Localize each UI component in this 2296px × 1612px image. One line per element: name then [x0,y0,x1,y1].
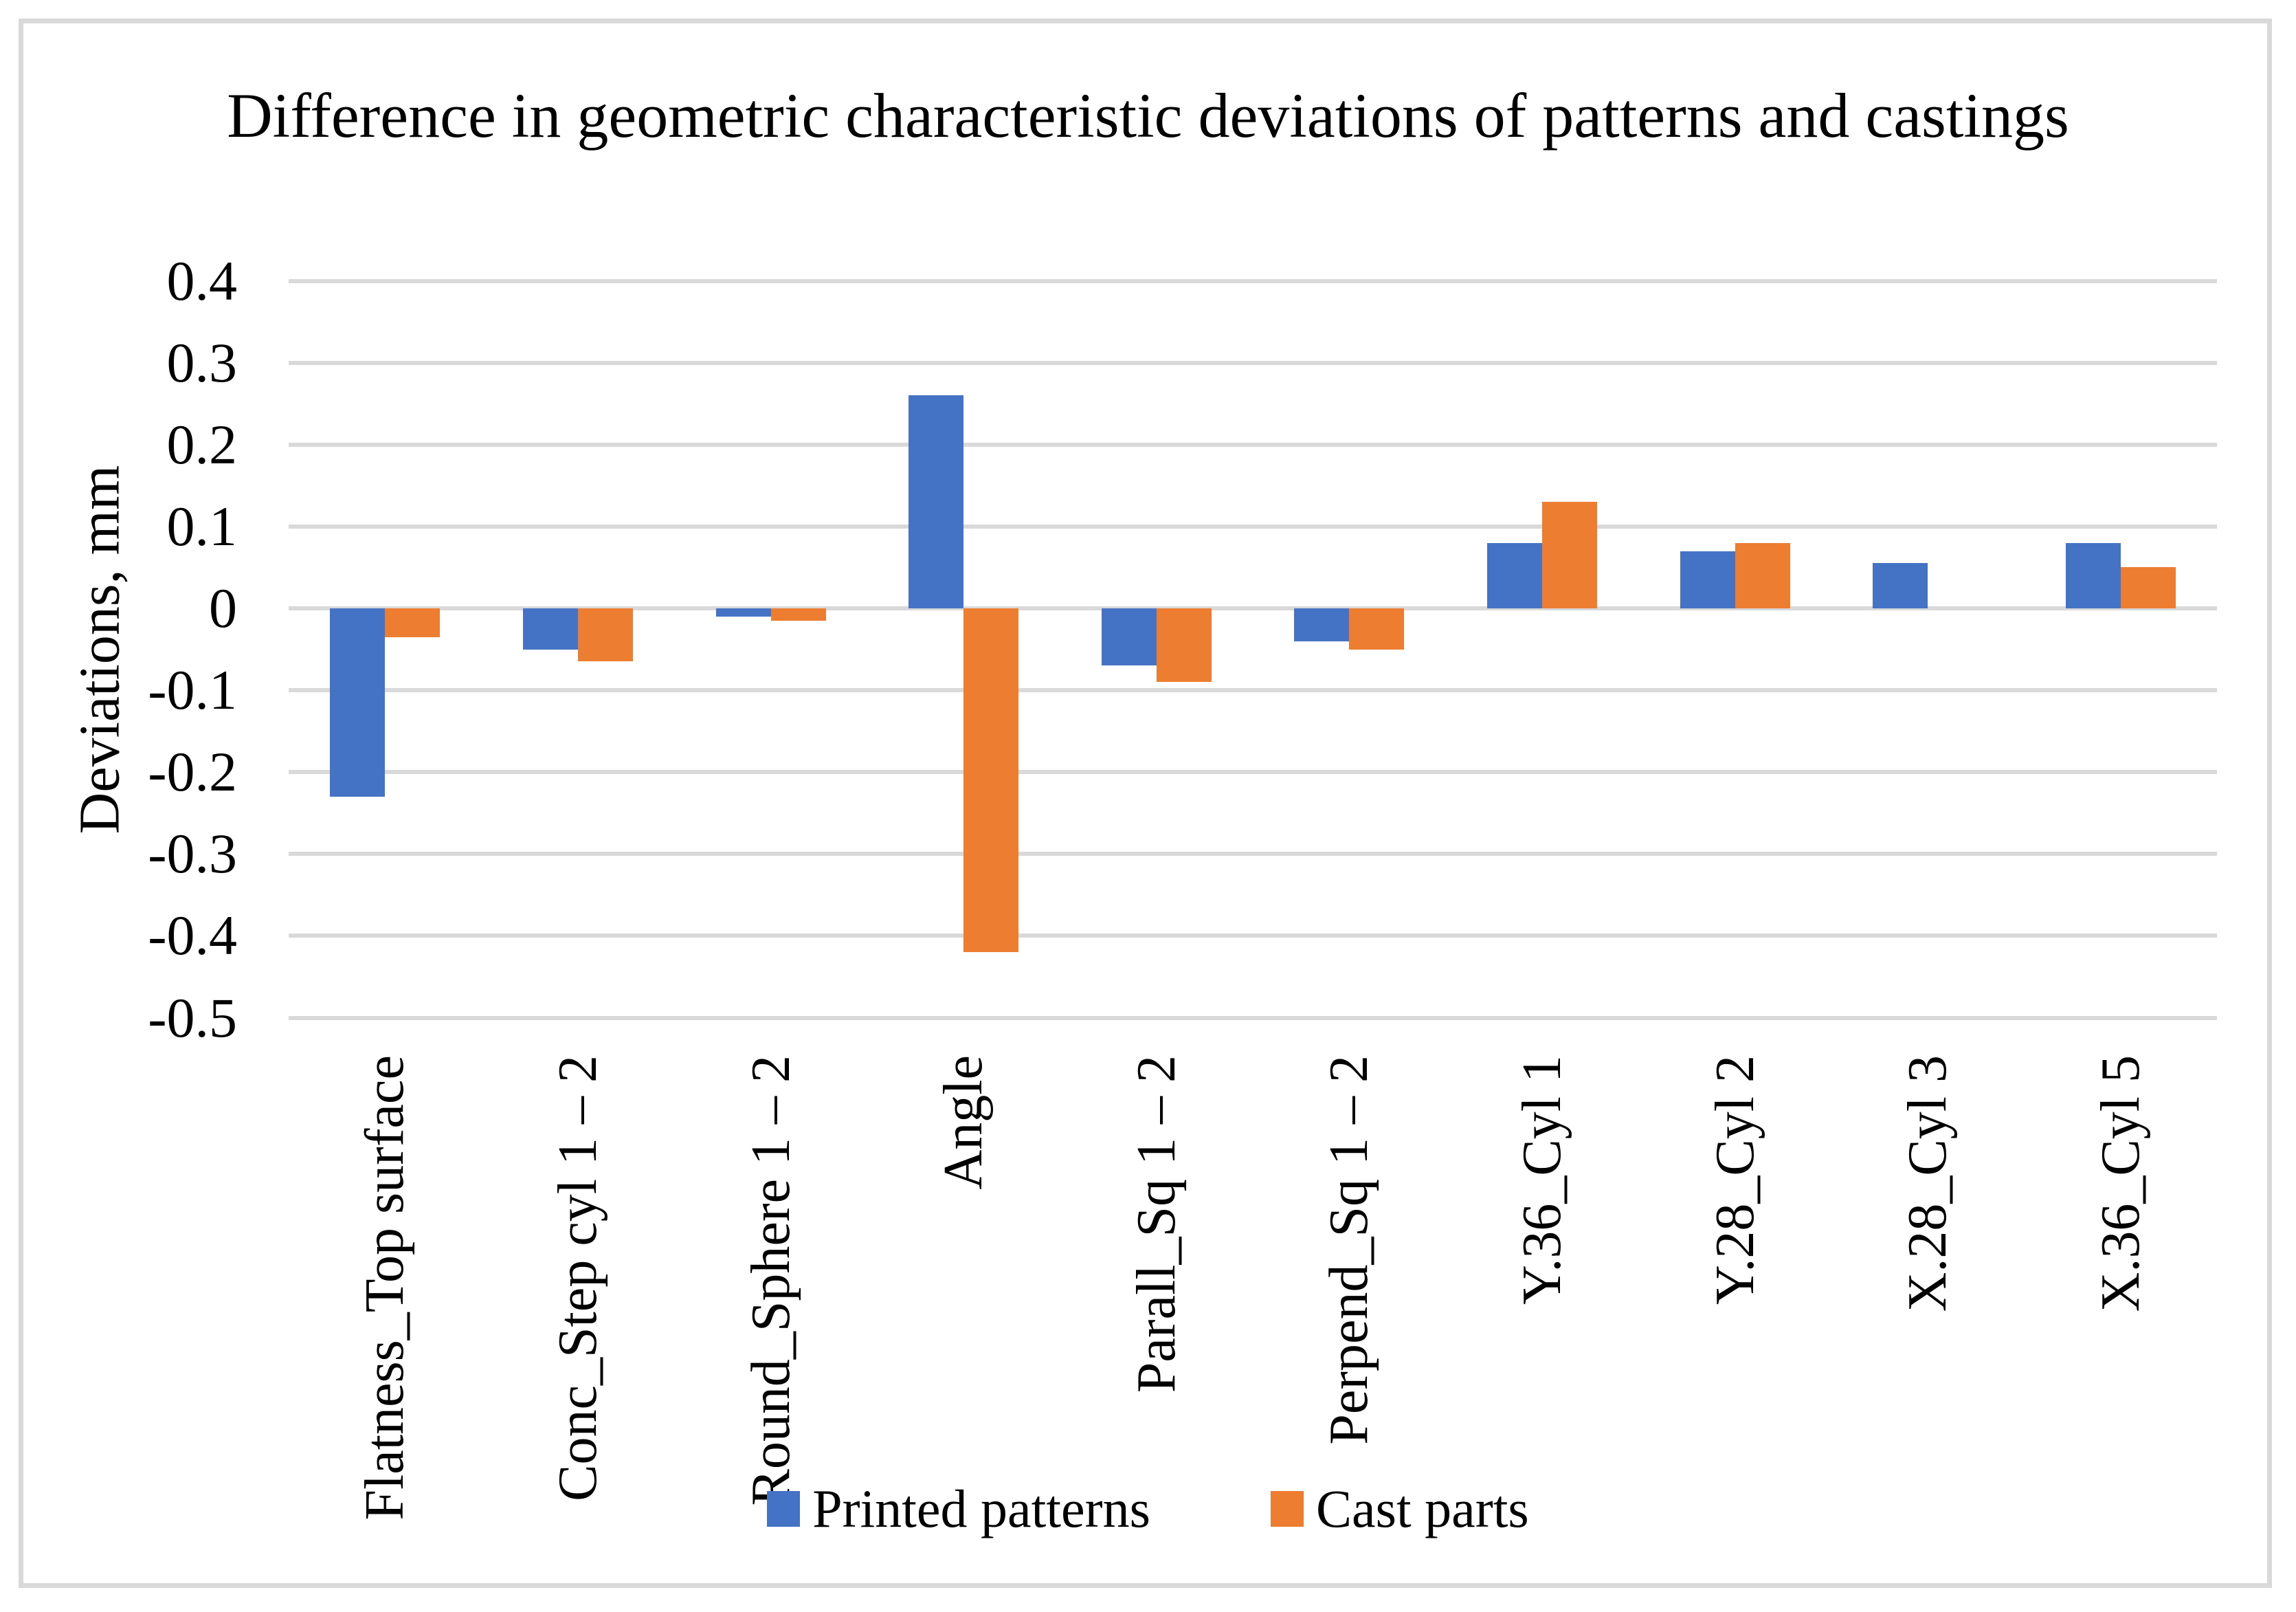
legend-swatch-printed-patterns [767,1491,801,1527]
gridline [289,278,2217,283]
bar-cast-parts [1541,502,1597,608]
bar-printed-patterns [330,608,386,797]
x-axis-label: Round_Sphere 1 – 2 [740,1055,801,1506]
y-tick-label: 0.2 [166,412,238,476]
x-axis-label: Y.28_Cyl 2 [1704,1055,1765,1305]
y-tick-label: -0.4 [148,904,237,967]
x-axis-label: Flatness_Top surface [355,1055,416,1521]
bar-printed-patterns [522,608,578,650]
bar-printed-patterns [715,608,771,617]
legend-label: Cast parts [1315,1479,1529,1538]
bar-cast-parts [1156,608,1212,683]
x-axis-label: X.36_Cyl 5 [2090,1055,2151,1312]
bar-cast-parts [577,608,633,662]
bar-cast-parts [2120,567,2176,608]
bar-printed-patterns [1873,563,1928,608]
y-tick-label: 0.4 [166,249,238,312]
gridline [289,688,2217,693]
gridline [289,524,2217,529]
gridline [289,442,2217,447]
x-axis-label: Angle [933,1055,994,1190]
legend: Printed patterns Cast parts [0,1478,2296,1540]
chart-title-text: Difference in geometric characteristic d… [227,80,2069,151]
x-axis-label: X.28_Cyl 3 [1897,1055,1959,1312]
legend-swatch-cast-parts [1270,1491,1304,1527]
bar-cast-parts [963,608,1019,953]
bar-printed-patterns [909,395,964,608]
gridline [289,852,2217,857]
gridline [289,934,2217,938]
bar-cast-parts [1349,608,1405,650]
x-axis-label: Y.36_Cyl 1 [1511,1055,1572,1305]
y-tick-label: 0 [209,577,237,639]
x-axis-label: Parall_Sq 1 – 2 [1126,1055,1187,1393]
bar-printed-patterns [1101,608,1157,666]
bar-printed-patterns [1486,542,1542,608]
bar-printed-patterns [2065,542,2121,608]
x-axis-label: Conc_Step cyl 1 – 2 [547,1055,608,1501]
gridline [289,1015,2217,1020]
bar-cast-parts [770,608,826,621]
legend-label: Printed patterns [812,1479,1150,1538]
y-tick-label: -0.1 [148,659,237,722]
y-tick-label: 0.3 [166,331,238,394]
bar-printed-patterns [1294,608,1350,641]
y-tick-label: 0.1 [166,494,238,557]
y-tick-label: -0.5 [148,986,237,1049]
y-tick-label: -0.2 [148,740,237,804]
x-axis-label: Perpend_Sq 1 – 2 [1319,1055,1380,1445]
gridline [289,770,2217,775]
legend-item-printed-patterns: Printed patterns [767,1478,1150,1540]
y-tick-label: -0.3 [148,822,237,885]
bar-cast-parts [1735,542,1790,608]
chart-border [19,19,2272,1588]
gridline [289,606,2217,610]
legend-item-cast-parts: Cast parts [1270,1478,1529,1540]
bar-printed-patterns [1680,551,1735,608]
chart-title: Difference in geometric characteristic d… [0,63,2296,168]
bar-cast-parts [385,608,441,637]
gridline [289,360,2217,365]
